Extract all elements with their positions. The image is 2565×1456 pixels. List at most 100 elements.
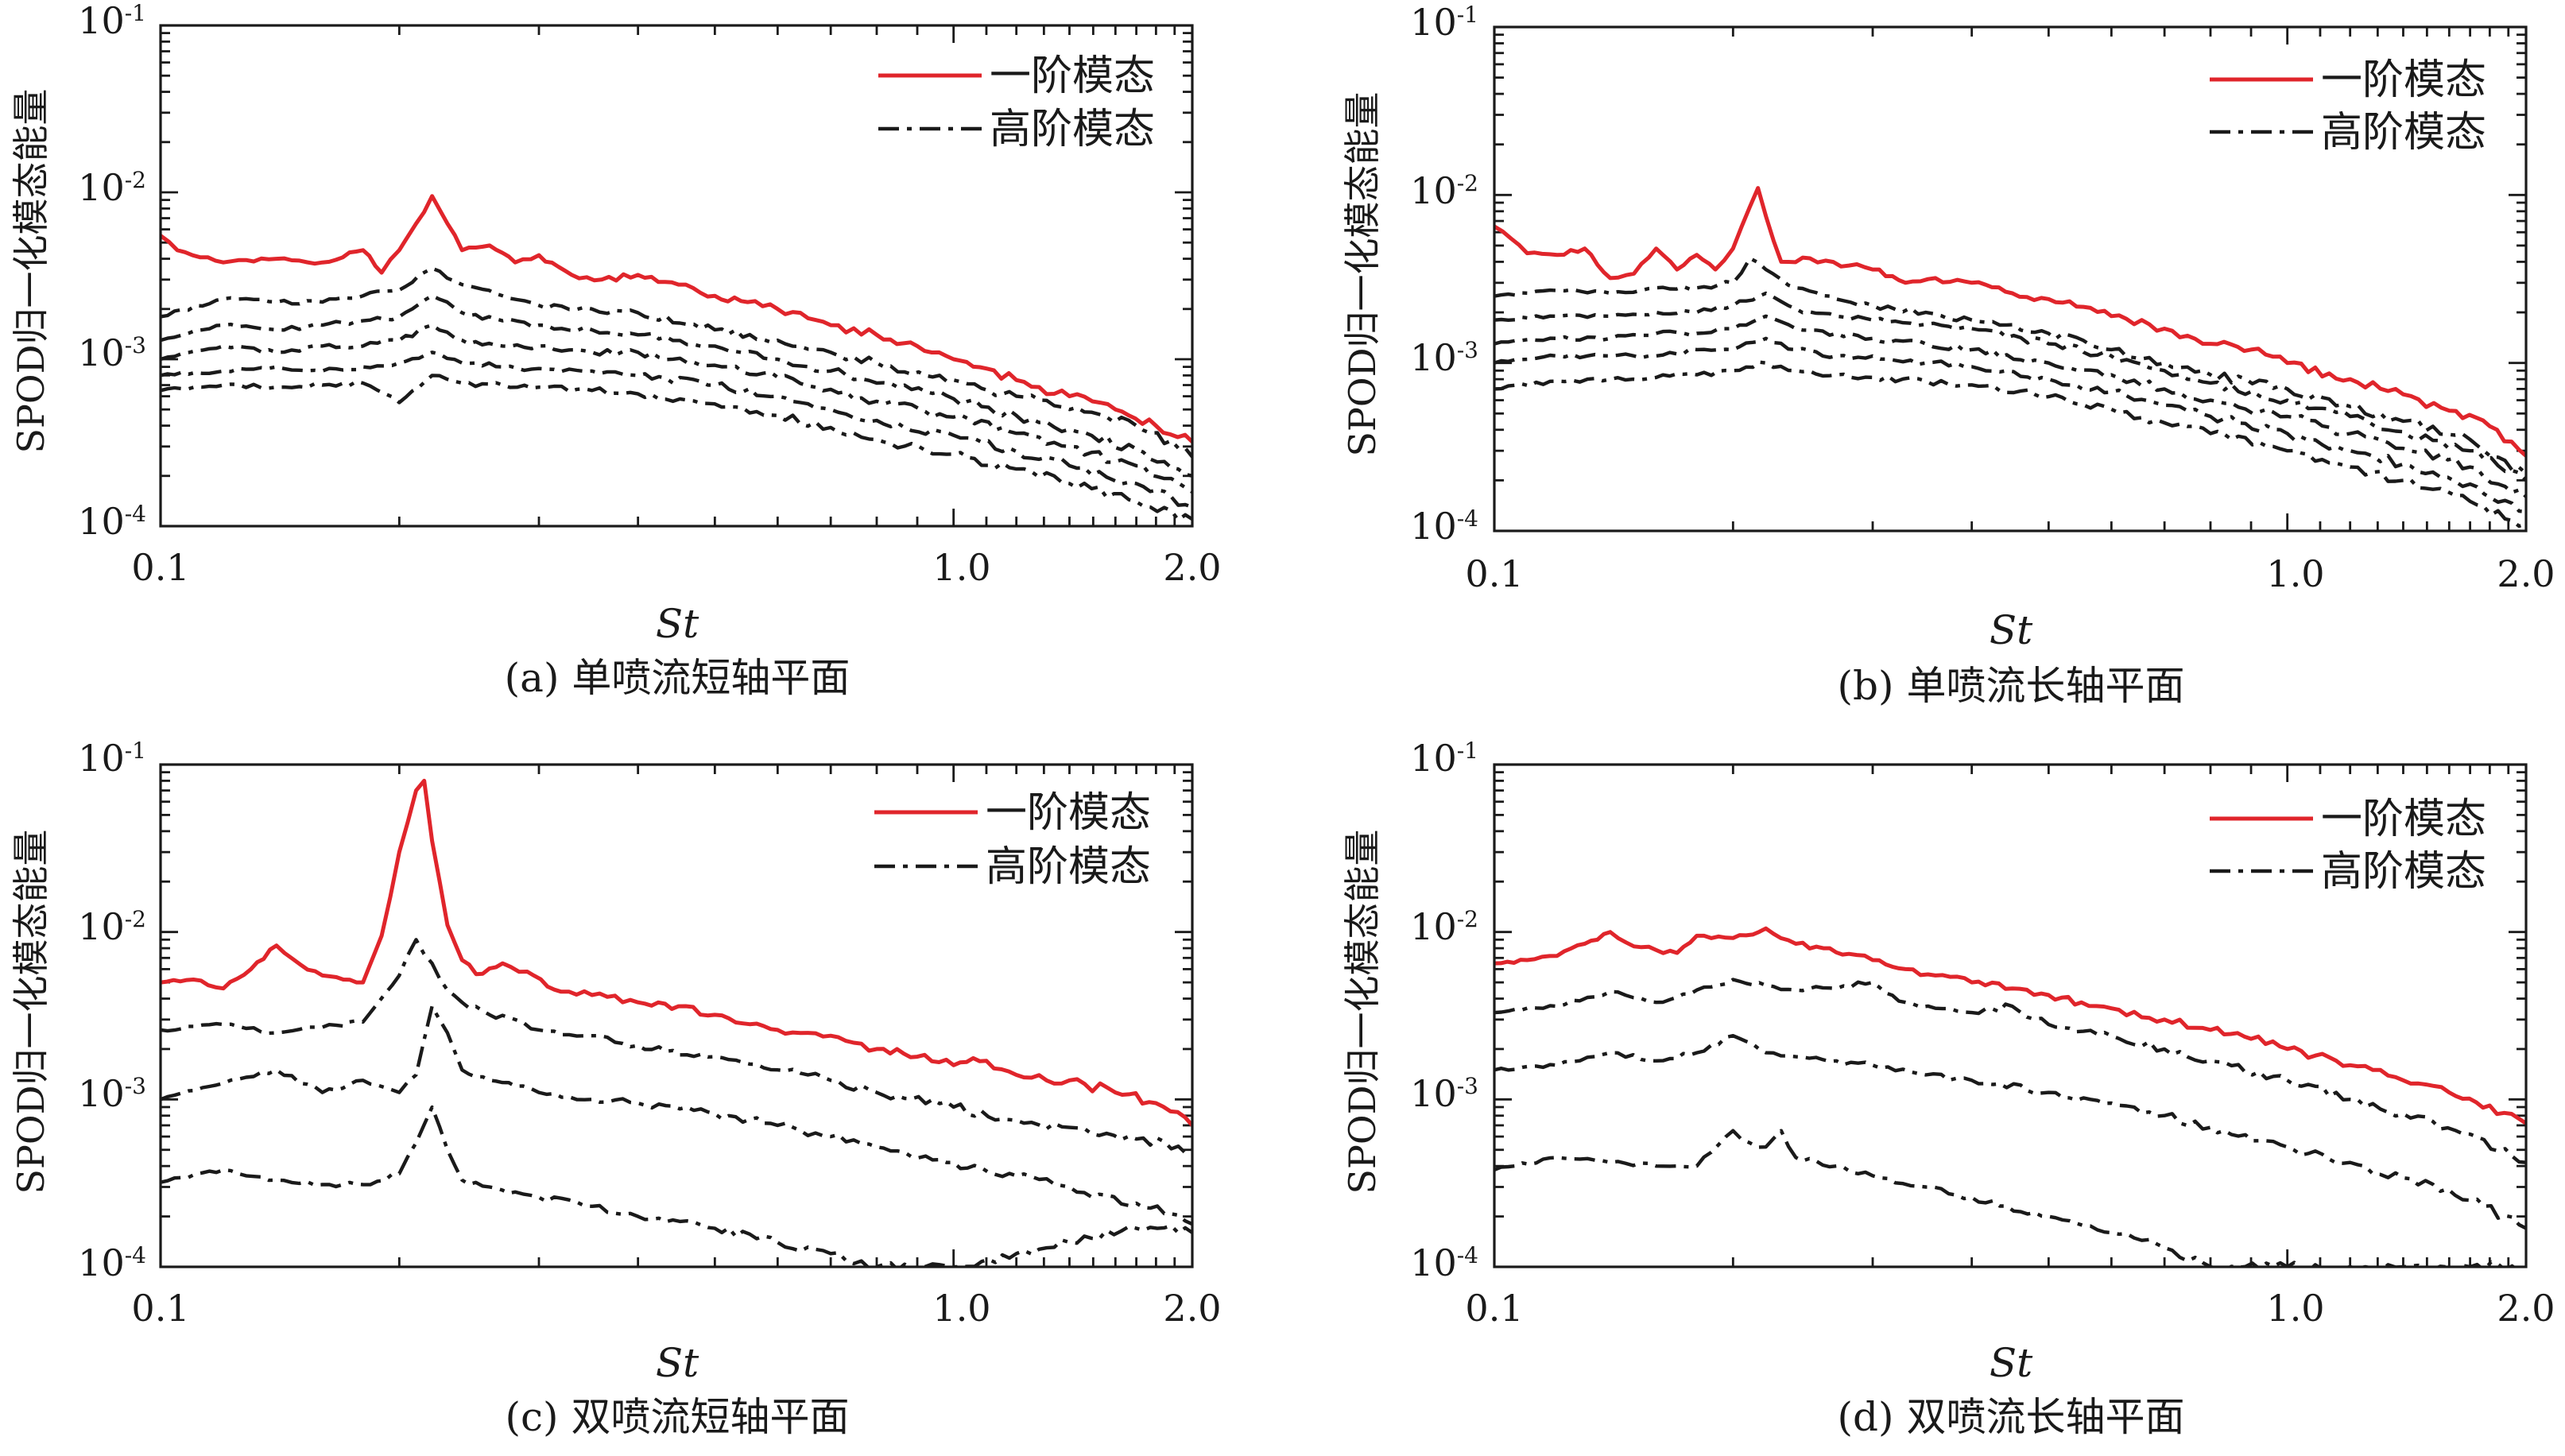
svg-text:10-1: 10-1 — [1410, 737, 1478, 780]
legend: 一阶模态 高阶模态 — [2210, 796, 2486, 896]
y-tick-label-1: 10-2 — [78, 905, 146, 948]
svg-text:10-1: 10-1 — [78, 0, 146, 42]
series-higher-mode-2 — [161, 294, 1192, 478]
series-higher-mode-2 — [1494, 1034, 2526, 1230]
y-axis-title: SPOD归一化模态能量 — [1341, 829, 1384, 1194]
series-higher-mode-4 — [1494, 336, 2526, 514]
y-tick-label-1: 10-2 — [78, 166, 146, 209]
x-axis-title: St — [656, 601, 699, 647]
y-tick-label-0: 10-1 — [1410, 1, 1478, 44]
x-tick-label-1: 1.0 — [2266, 1287, 2324, 1330]
svg-text:10-1: 10-1 — [1410, 1, 1478, 44]
y-axis-title: SPOD归一化模态能量 — [1341, 91, 1384, 456]
series-higher-mode-5 — [1494, 360, 2526, 529]
series-higher-mode-3 — [1494, 314, 2526, 498]
series-layer — [161, 194, 1192, 522]
legend-label-higher-modes: 高阶模态 — [2321, 109, 2486, 157]
plot-frame — [1493, 25, 2528, 532]
x-tick-label-1: 1.0 — [932, 546, 990, 589]
series-higher-mode-2 — [161, 1004, 1192, 1226]
svg-text:10-2: 10-2 — [78, 166, 146, 209]
x-tick-label-0: 0.1 — [1465, 552, 1523, 595]
x-axis-title: St — [656, 1340, 699, 1386]
series-first-mode — [161, 778, 1192, 1127]
svg-text:10-4: 10-4 — [78, 1241, 146, 1284]
legend-label-first-mode: 一阶模态 — [990, 52, 1155, 100]
y-tick-label-3: 10-4 — [78, 500, 146, 543]
x-tick-label-1: 1.0 — [2266, 552, 2324, 595]
y-tick-label-0: 10-1 — [1410, 737, 1478, 780]
panel-d: SPOD归一化模态能量 10-1 10-2 10-3 10-4 0.1 1.0 … — [1341, 737, 2555, 1440]
series-higher-mode-1 — [1494, 978, 2526, 1164]
series-first-mode — [1494, 926, 2526, 1125]
series-first-mode — [161, 194, 1192, 443]
panel-a: SPOD归一化模态能量 10-1 10-2 10-3 10-4 0.1 1.0 … — [10, 0, 1222, 701]
x-tick-label-2: 2.0 — [2497, 1287, 2555, 1330]
series-higher-mode-3 — [161, 323, 1192, 494]
legend-label-first-mode: 一阶模态 — [2321, 56, 2486, 104]
svg-text:10-2: 10-2 — [78, 905, 146, 948]
plot-frame — [159, 763, 1194, 1268]
series-higher-mode-4 — [161, 350, 1192, 509]
svg-text:10-2: 10-2 — [1410, 905, 1478, 948]
series-higher-mode-1 — [161, 266, 1192, 459]
series-higher-mode-2 — [1494, 291, 2526, 482]
svg-text:10-3: 10-3 — [1410, 336, 1478, 379]
legend-label-first-mode: 一阶模态 — [986, 789, 1151, 837]
x-axis-title: St — [1990, 607, 2033, 653]
panel-caption: (d) 双喷流长轴平面 — [1838, 1394, 2185, 1440]
svg-text:10-3: 10-3 — [78, 331, 146, 374]
svg-text:10-1: 10-1 — [78, 737, 146, 780]
x-tick-label-0: 0.1 — [131, 546, 189, 589]
series-higher-mode-3 — [161, 1105, 1192, 1267]
legend: 一阶模态 高阶模态 — [2210, 56, 2486, 157]
svg-text:10-2: 10-2 — [1410, 169, 1478, 212]
legend-label-higher-modes: 高阶模态 — [990, 106, 1155, 153]
series-higher-mode-3 — [1494, 1129, 2526, 1267]
y-tick-label-3: 10-4 — [78, 1241, 146, 1284]
series-layer — [1494, 186, 2526, 529]
panel-caption: (b) 单喷流长轴平面 — [1838, 663, 2185, 709]
series-first-mode — [1494, 186, 2526, 458]
y-tick-label-2: 10-3 — [1410, 1072, 1478, 1115]
x-tick-label-2: 2.0 — [2497, 552, 2555, 595]
plot-frame — [1493, 763, 2528, 1268]
x-tick-label-1: 1.0 — [932, 1287, 990, 1330]
y-tick-label-2: 10-3 — [1410, 336, 1478, 379]
y-axis-title: SPOD归一化模态能量 — [10, 829, 52, 1194]
y-tick-label-1: 10-2 — [1410, 169, 1478, 212]
panel-c: SPOD归一化模态能量 10-1 10-2 10-3 10-4 0.1 1.0 … — [10, 737, 1222, 1440]
svg-text:10-4: 10-4 — [1410, 505, 1478, 548]
legend-label-higher-modes: 高阶模态 — [986, 843, 1151, 891]
y-tick-label-0: 10-1 — [78, 737, 146, 780]
y-tick-label-2: 10-3 — [78, 1072, 146, 1115]
svg-text:10-3: 10-3 — [78, 1072, 146, 1115]
legend: 一阶模态 高阶模态 — [874, 789, 1151, 891]
y-tick-label-3: 10-4 — [1410, 1241, 1478, 1284]
series-layer — [161, 778, 1192, 1267]
series-layer — [1494, 926, 2526, 1267]
series-higher-mode-1 — [1494, 256, 2526, 475]
panel-caption: (c) 双喷流短轴平面 — [506, 1394, 850, 1440]
series-higher-mode-1 — [161, 938, 1192, 1155]
svg-text:10-4: 10-4 — [1410, 1241, 1478, 1284]
tick-marks — [159, 763, 1194, 1268]
x-tick-label-0: 0.1 — [131, 1287, 189, 1330]
x-tick-label-2: 2.0 — [1163, 1287, 1221, 1330]
legend: 一阶模态 高阶模态 — [878, 52, 1155, 153]
tick-marks — [159, 24, 1194, 528]
svg-text:10-4: 10-4 — [78, 500, 146, 543]
panel-caption: (a) 单喷流短轴平面 — [505, 655, 850, 701]
x-axis-title: St — [1990, 1340, 2033, 1386]
x-tick-label-2: 2.0 — [1163, 546, 1221, 589]
y-axis-title: SPOD归一化模态能量 — [10, 88, 52, 453]
legend-label-first-mode: 一阶模态 — [2321, 796, 2486, 843]
y-tick-label-2: 10-3 — [78, 331, 146, 374]
y-tick-label-1: 10-2 — [1410, 905, 1478, 948]
svg-text:10-3: 10-3 — [1410, 1072, 1478, 1115]
legend-label-higher-modes: 高阶模态 — [2321, 848, 2486, 896]
series-higher-mode-5 — [161, 374, 1192, 522]
x-tick-label-0: 0.1 — [1465, 1287, 1523, 1330]
plot-frame — [159, 24, 1194, 528]
